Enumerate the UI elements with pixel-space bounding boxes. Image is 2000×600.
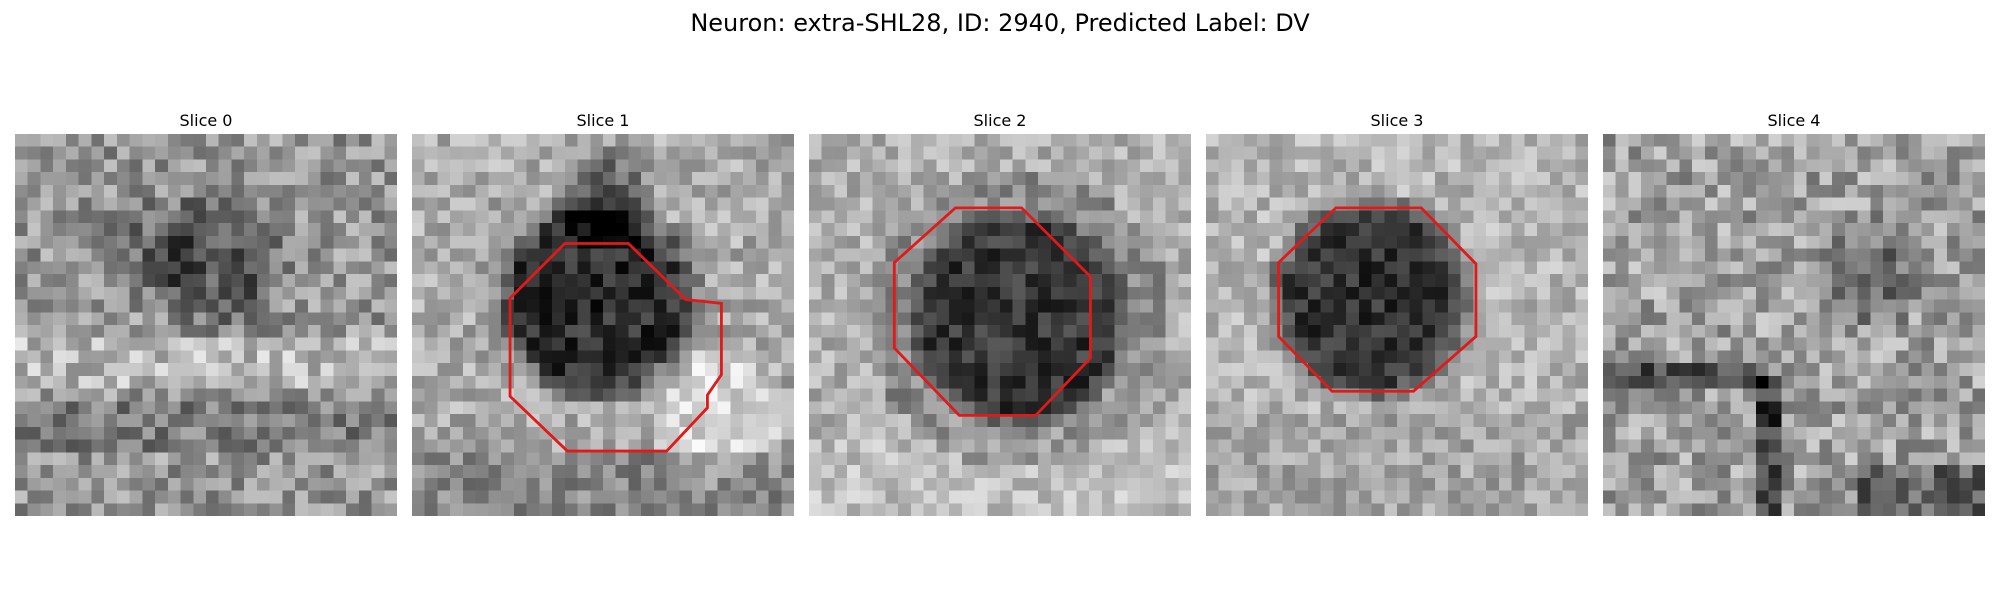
- slice-title: Slice 4: [1603, 110, 1985, 132]
- slice-title: Slice 0: [15, 110, 397, 132]
- slice-title: Slice 2: [809, 110, 1191, 132]
- slice-image: [15, 134, 397, 516]
- slice-image: [1603, 134, 1985, 516]
- slice-image: [809, 134, 1191, 516]
- slice-title: Slice 3: [1206, 110, 1588, 132]
- slice-image: [1206, 134, 1588, 516]
- slice-image: [412, 134, 794, 516]
- slice-title: Slice 1: [412, 110, 794, 132]
- figure-title: Neuron: extra-SHL28, ID: 2940, Predicted…: [0, 6, 2000, 40]
